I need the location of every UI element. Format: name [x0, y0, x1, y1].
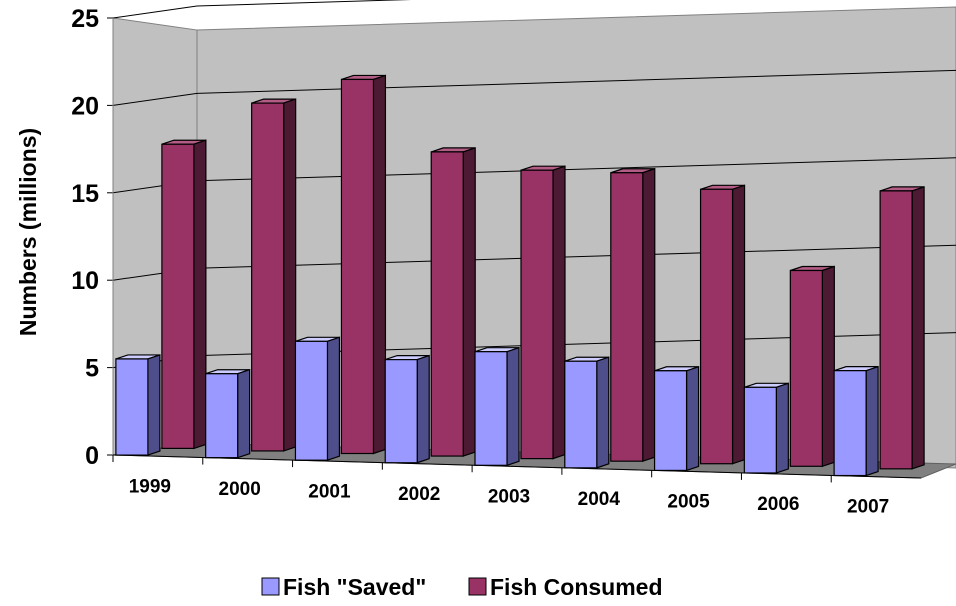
- bar-front: [205, 373, 239, 459]
- bar-front: [653, 370, 688, 472]
- bar-front: [789, 269, 823, 467]
- y-tick-label: 10: [71, 267, 99, 295]
- bar-side: [731, 184, 746, 465]
- bar-side: [821, 265, 835, 468]
- bar-front: [251, 102, 285, 452]
- y-axis-label: Numbers (millions): [15, 128, 41, 336]
- x-tick-label: 2004: [578, 489, 621, 510]
- legend-swatch-consumed: [468, 577, 487, 596]
- bar-saved-2002: [384, 354, 430, 464]
- bar-front: [743, 386, 777, 474]
- bar-side: [911, 186, 925, 470]
- x-tick-label: 2003: [488, 487, 530, 508]
- bar-saved-2004: [564, 356, 610, 469]
- bar-side: [865, 365, 879, 477]
- bar-side: [462, 147, 476, 457]
- bar-side: [372, 74, 387, 455]
- bar-saved-2006: [743, 382, 789, 474]
- bar-consumed-2001: [340, 74, 387, 455]
- y-tick-label: 15: [71, 180, 99, 208]
- bar-side: [147, 354, 161, 456]
- bar-consumed-2002: [430, 147, 476, 457]
- y-tick-label: 20: [71, 92, 99, 120]
- bar-consumed-2004: [610, 167, 656, 463]
- bar-saved-2001: [294, 336, 341, 462]
- bar-front: [699, 188, 734, 465]
- bar-side: [552, 165, 566, 460]
- bar-front: [474, 351, 508, 466]
- bar-front: [340, 78, 375, 455]
- x-tick-label: 2000: [219, 479, 261, 500]
- bar-front: [161, 143, 195, 449]
- bar-side: [283, 98, 297, 452]
- bar-side: [416, 354, 430, 464]
- bar-side: [237, 368, 251, 459]
- bars: [115, 74, 925, 477]
- bar-consumed-2003: [520, 165, 566, 460]
- y-axis-ticks: 0 5 10 15 20 25: [71, 5, 922, 479]
- bar-front: [564, 360, 598, 469]
- bar-front: [879, 190, 913, 470]
- bar-saved-2000: [205, 368, 251, 459]
- legend-swatch-saved: [261, 577, 280, 596]
- y-tick-label: 25: [71, 5, 99, 33]
- y-tick-label: 0: [85, 442, 99, 470]
- bar-side: [506, 346, 520, 467]
- gridline-back: [196, 69, 956, 94]
- legend-label-consumed: Fish Consumed: [490, 574, 663, 600]
- gridline-back: [196, 0, 412, 7]
- bar-saved-2003: [474, 346, 520, 467]
- x-tick-label: 2005: [667, 492, 710, 513]
- gridline-side: [112, 92, 198, 106]
- bar-consumed-2006: [789, 265, 835, 468]
- bar-consumed-2000: [251, 98, 297, 452]
- bar-side: [326, 336, 341, 462]
- x-tick-label: 2002: [398, 484, 440, 505]
- bar-side: [596, 356, 610, 469]
- bar-side: [775, 382, 789, 474]
- bar-front: [115, 358, 149, 456]
- bar-front: [294, 340, 329, 461]
- bar-front: [520, 169, 554, 460]
- gridline-side: [112, 5, 198, 19]
- legend: Fish "Saved" Fish Consumed: [261, 574, 663, 600]
- bar-consumed-2005: [699, 184, 746, 465]
- gridline-back: [196, 244, 956, 269]
- bar-side: [642, 167, 656, 463]
- bar-saved-1999: [115, 354, 161, 456]
- x-axis-ticks: 1999 2000 2001 2002 2003 2004 2005 2006 2007: [112, 455, 889, 518]
- bar-side: [193, 139, 207, 450]
- bar-front: [610, 172, 644, 462]
- bar-front: [384, 359, 418, 464]
- x-tick-label: 2006: [757, 494, 799, 515]
- bar-consumed-2007: [879, 186, 925, 470]
- bar-saved-2007: [833, 365, 879, 477]
- bar-saved-2005: [653, 365, 700, 472]
- bar-front: [430, 151, 464, 457]
- bar-side: [685, 365, 700, 472]
- gridline-back: [196, 157, 956, 182]
- x-tick-label: 2001: [308, 481, 351, 502]
- x-axis-line: [112, 454, 922, 479]
- y-tick-label: 5: [85, 355, 99, 383]
- bar-consumed-1999: [161, 139, 207, 450]
- legend-label-saved: Fish "Saved": [283, 574, 426, 600]
- x-tick-label: 2007: [847, 497, 889, 518]
- x-tick-label: 1999: [129, 476, 171, 497]
- bar-front: [833, 370, 867, 477]
